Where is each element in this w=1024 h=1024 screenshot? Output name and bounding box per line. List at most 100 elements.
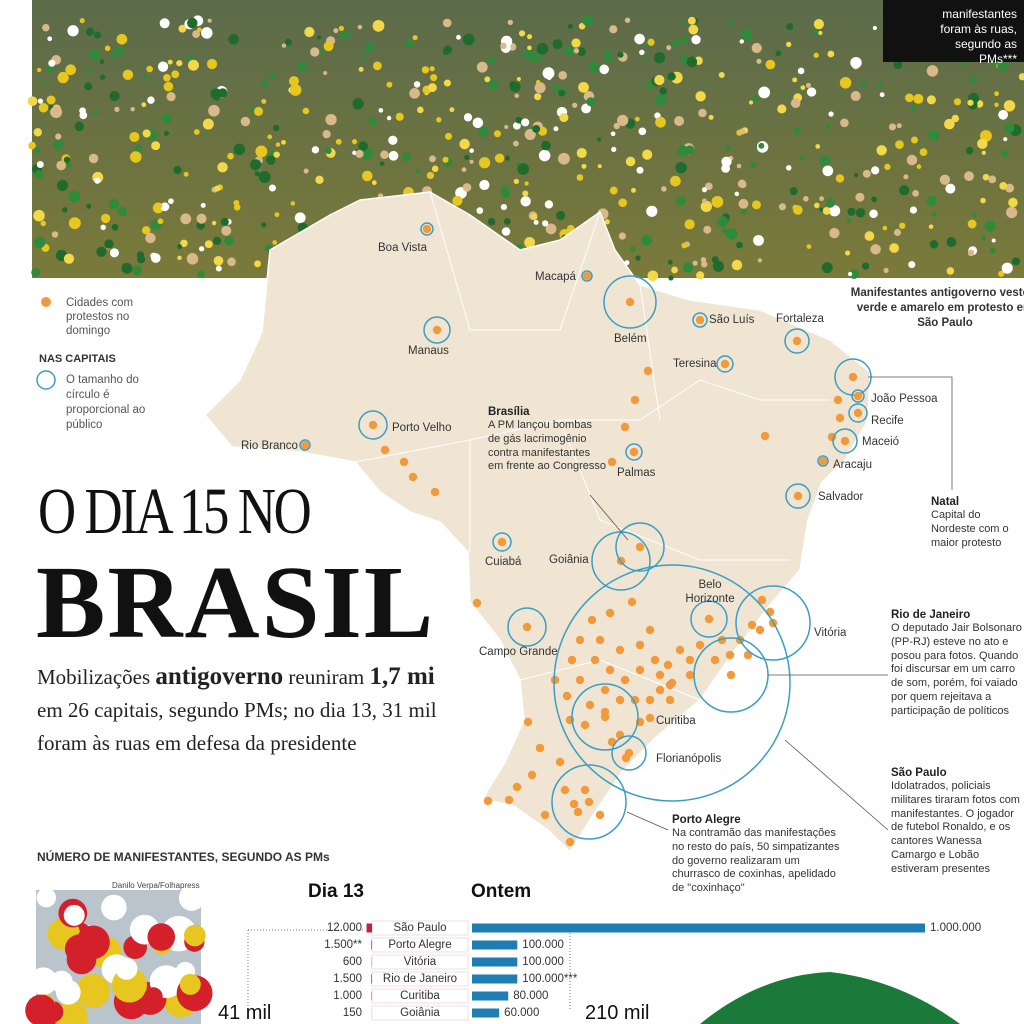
city-dot xyxy=(560,785,570,795)
crowd-dot xyxy=(681,242,688,249)
crowd-dot xyxy=(224,235,234,246)
crowd-dot xyxy=(218,88,228,98)
city-dot xyxy=(573,807,583,817)
crowd-dot xyxy=(556,210,566,221)
crowd-dot xyxy=(302,107,310,115)
crowd-dot xyxy=(421,66,430,74)
crowd-dot xyxy=(827,50,835,58)
crowd-dot xyxy=(442,156,449,163)
crowd-dot xyxy=(268,184,276,192)
value-label-dia13: 12.000 xyxy=(327,922,362,934)
crowd-dot xyxy=(684,219,695,230)
city-label: Palmas xyxy=(617,467,656,479)
crowd-dot xyxy=(79,107,86,115)
crowd-dot xyxy=(104,239,114,249)
legend-circle xyxy=(36,370,56,390)
crowd-dot xyxy=(493,130,501,138)
crowd-dot xyxy=(908,261,916,269)
top-box-text: manifestantes foram às ruas, segundo as … xyxy=(940,7,1017,66)
capital-circle xyxy=(851,389,865,403)
headline-line2: BRASIL xyxy=(36,545,436,660)
city-dot xyxy=(580,720,590,730)
capital-circle xyxy=(571,683,639,751)
crowd-dot xyxy=(512,121,521,130)
crowd-dot xyxy=(813,52,819,58)
crowd-dot xyxy=(267,134,273,140)
crowd-dot xyxy=(916,164,922,169)
crowd-dot xyxy=(850,56,862,69)
city-label: Florianópolis xyxy=(656,753,722,765)
crowd-dot xyxy=(171,70,180,79)
crowd-dot xyxy=(1008,197,1018,208)
crowd-dot xyxy=(982,173,990,181)
crowd-dot xyxy=(1005,183,1015,193)
crowd-dot xyxy=(28,141,36,150)
photo-credit: Danilo Verpa/Folhapress xyxy=(112,881,200,890)
crowd-dot xyxy=(417,106,424,114)
crowd-dot xyxy=(472,117,484,129)
crowd-dot xyxy=(544,200,554,209)
capital-circle xyxy=(735,585,811,661)
bar-dia13 xyxy=(371,940,372,950)
crowd-dot xyxy=(522,190,529,197)
crowd-dot xyxy=(272,240,278,245)
crowd-dot xyxy=(998,109,1008,120)
crowd-dot xyxy=(206,58,218,70)
crowd-dot xyxy=(691,34,701,45)
crowd-dot xyxy=(910,105,917,112)
crowd-dot xyxy=(94,177,101,184)
crowd-dot xyxy=(117,206,128,217)
crowd-dot xyxy=(757,258,763,263)
crowd-dot xyxy=(806,244,812,249)
crowd-dot xyxy=(150,252,157,259)
crowd-dot xyxy=(186,253,199,265)
capital-circle xyxy=(615,522,665,572)
value-label-ontem: 1.000.000 xyxy=(930,922,981,934)
crowd-dot xyxy=(553,126,559,132)
crowd-dot xyxy=(597,137,602,142)
crowd-dot xyxy=(989,247,996,254)
crowd-dot xyxy=(178,24,187,33)
crowd-dot xyxy=(775,50,782,57)
crowd-dot xyxy=(969,75,978,84)
crowd-dot xyxy=(597,164,602,169)
crowd-dot xyxy=(777,104,787,114)
crowd-dot xyxy=(484,76,491,83)
crowd-dot xyxy=(644,43,649,49)
crowd-dot xyxy=(200,202,206,208)
crowd-dot xyxy=(84,82,93,91)
annotation-title: Porto Alegre xyxy=(672,814,741,826)
crowd-dot xyxy=(646,205,658,217)
crowd-dot xyxy=(644,54,649,59)
capital-circle xyxy=(848,403,868,423)
crowd-dot xyxy=(717,216,729,228)
city-dot xyxy=(710,655,720,665)
crowd-dot xyxy=(221,225,232,236)
crowd-dot xyxy=(201,27,213,39)
crowd-dot xyxy=(945,183,956,194)
crowd-dot xyxy=(765,59,776,70)
crowd-dot xyxy=(33,236,46,249)
city-dot xyxy=(550,675,560,685)
capital-circle xyxy=(553,564,791,802)
capital-circle xyxy=(832,428,858,454)
crowd-dot xyxy=(682,262,694,273)
crowd-dot xyxy=(721,156,732,167)
crowd-dot xyxy=(157,218,164,225)
capital-circle xyxy=(423,316,451,344)
capital-dot xyxy=(704,614,714,624)
crowd-dot xyxy=(65,64,77,76)
crowd-dot xyxy=(862,169,871,178)
crowd-dot xyxy=(180,239,188,248)
crowd-dot xyxy=(636,166,644,174)
crowd-dot xyxy=(199,246,205,252)
crowd-dot xyxy=(988,175,997,184)
crowd-dot xyxy=(180,213,192,225)
balloon xyxy=(25,994,57,1024)
crowd-dot xyxy=(487,56,495,65)
city-label: Belo Horizonte xyxy=(685,579,735,605)
crowd-dot xyxy=(786,165,792,171)
annotation-text: Na contramão das manifestações no resto … xyxy=(672,827,840,895)
crowd-dot xyxy=(634,33,645,45)
